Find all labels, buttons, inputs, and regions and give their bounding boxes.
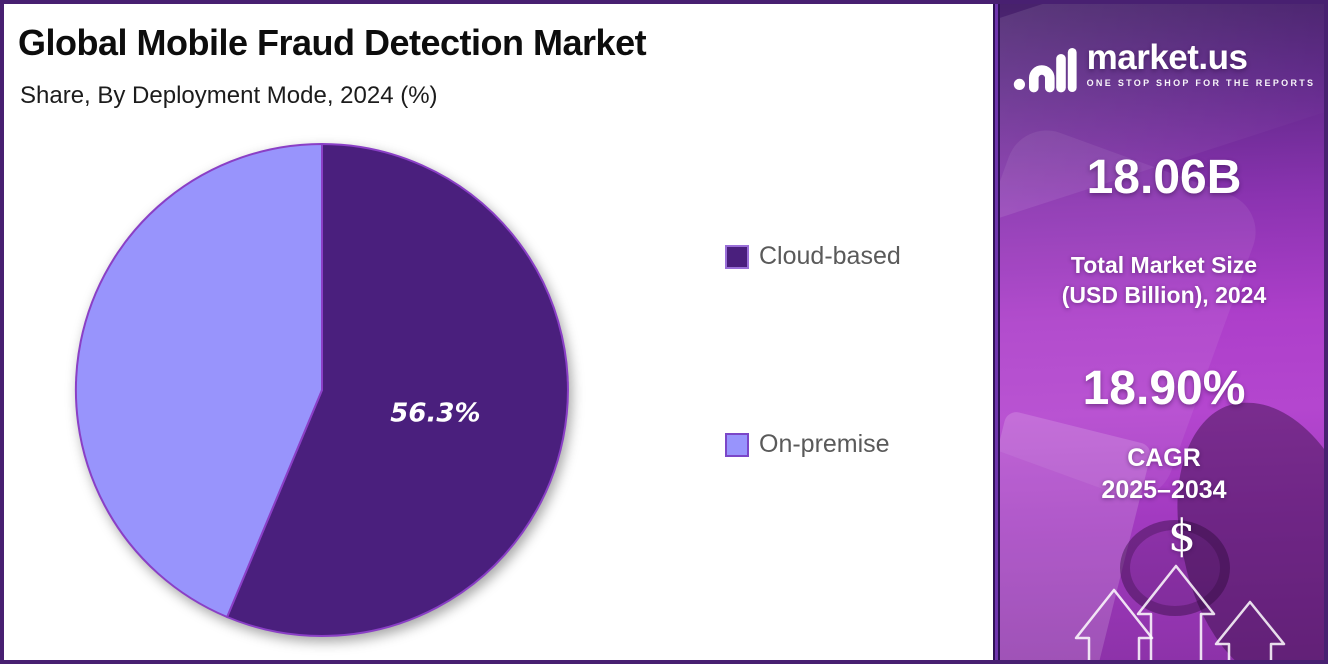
pie-chart: 56.3% [34,124,614,660]
brand-logo: market.us ONE STOP SHOP FOR THE REPORTS [1000,38,1324,94]
panel-divider [993,4,1000,660]
pie-chart-svg: 56.3% [74,142,569,637]
stat-market-size-label-line2: (USD Billion), 2024 [1061,281,1267,308]
dollar-icon: $ [1168,510,1196,562]
brand-sidebar: market.us ONE STOP SHOP FOR THE REPORTS … [1000,4,1324,660]
stat-cagr-value: 18.90% [1082,361,1246,415]
legend: Cloud-based On-premise [725,4,975,660]
chart-panel: Global Mobile Fraud Detection Market Sha… [4,4,993,660]
stat-cagr-label: CAGR 2025–2034 [1000,442,1324,507]
market-us-logo-icon [1013,48,1077,93]
page-subtitle: Share, By Deployment Mode, 2024 (%) [20,82,438,109]
stat-market-size-label: Total Market Size (USD Billion), 2024 [1000,251,1324,311]
stat-market-size-label-line1: Total Market Size [1070,252,1258,278]
pie-slice-cloud-based [225,142,569,637]
growth-arrows-icon [1074,564,1286,660]
legend-label-cloud-based: Cloud-based [759,242,901,270]
legend-item-cloud-based: Cloud-based [725,242,901,271]
stat-cagr-label-line2: 2025–2034 [1101,476,1227,505]
legend-item-on-premise: On-premise [725,430,890,459]
pie-data-label: 56.3% [390,399,480,429]
pie-slice-on-premise [74,142,323,619]
page-title: Global Mobile Fraud Detection Market [18,22,647,63]
brand-wordmark: market.us [1086,38,1248,77]
stat-market-size-value: 18.06B [1086,151,1242,204]
legend-label-on-premise: On-premise [759,430,890,458]
stat-cagr-label-line1: CAGR [1127,443,1201,472]
legend-swatch-cloud-based-icon [725,244,749,269]
legend-swatch-on-premise-icon [725,432,749,457]
brand-tagline: ONE STOP SHOP FOR THE REPORTS [1086,78,1316,88]
